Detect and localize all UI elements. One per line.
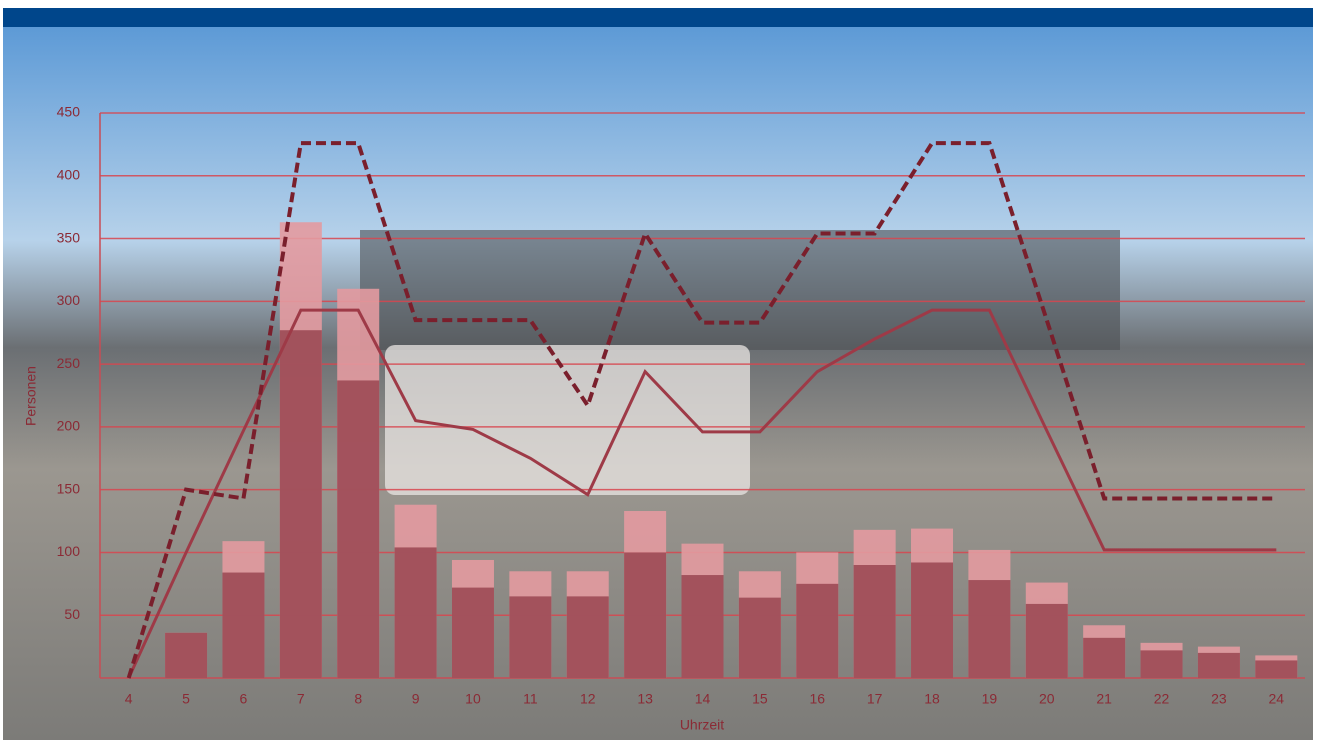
x-tick-label: 14 [695, 691, 711, 707]
x-tick-label: 18 [924, 691, 940, 707]
bar [165, 632, 208, 678]
bar [1197, 652, 1240, 678]
bar [279, 330, 322, 678]
bar [911, 562, 954, 678]
bar [1025, 603, 1068, 678]
x-tick-label: 23 [1211, 691, 1227, 707]
x-tick-label: 17 [867, 691, 883, 707]
bar [394, 547, 437, 678]
x-axis-label: Uhrzeit [680, 717, 724, 733]
y-tick-label: 200 [57, 418, 81, 434]
bar [853, 565, 896, 678]
bar [624, 552, 667, 678]
bar [451, 587, 494, 678]
y-tick-label: 250 [57, 355, 81, 371]
y-axis-label: Personen [23, 366, 39, 426]
y-tick-label: 400 [57, 166, 81, 182]
x-tick-label: 10 [465, 691, 481, 707]
bar [738, 597, 781, 678]
x-tick-label: 9 [412, 691, 420, 707]
y-tick-label: 150 [57, 480, 81, 496]
x-tick-label: 24 [1269, 691, 1285, 707]
x-tick-label: 12 [580, 691, 596, 707]
bar [796, 583, 839, 678]
top-bar [3, 8, 1313, 27]
bar [566, 596, 609, 678]
building [360, 230, 1120, 350]
x-tick-label: 8 [354, 691, 362, 707]
x-tick-label: 19 [982, 691, 998, 707]
y-tick-label: 350 [57, 229, 81, 245]
line [127, 308, 1277, 679]
y-tick-label: 50 [64, 606, 80, 622]
y-tick-label: 300 [57, 292, 81, 308]
x-tick-label: 21 [1096, 691, 1112, 707]
bar [1140, 650, 1183, 678]
bar [681, 575, 724, 678]
y-tick-label: 450 [57, 104, 81, 120]
bar [337, 380, 380, 678]
x-tick-label: 4 [125, 691, 133, 707]
bar [222, 572, 265, 678]
x-tick-label: 16 [809, 691, 825, 707]
x-tick-label: 5 [182, 691, 190, 707]
bar [1255, 660, 1298, 678]
x-tick-label: 22 [1154, 691, 1170, 707]
x-tick-label: 7 [297, 691, 305, 707]
x-tick-label: 13 [637, 691, 653, 707]
bar [968, 580, 1011, 678]
y-tick-label: 100 [57, 543, 81, 559]
x-tick-label: 15 [752, 691, 768, 707]
bar [509, 596, 552, 678]
bus [385, 345, 750, 495]
x-tick-label: 6 [240, 691, 248, 707]
x-tick-label: 20 [1039, 691, 1055, 707]
bar [1083, 637, 1126, 678]
x-tick-label: 11 [523, 691, 538, 707]
dashed-line [126, 141, 1277, 679]
